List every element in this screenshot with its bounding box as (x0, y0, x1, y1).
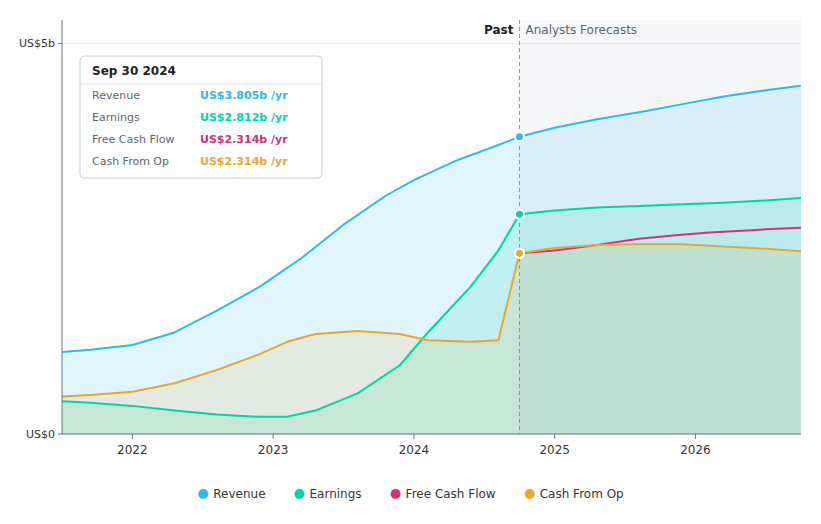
x-tick (554, 434, 555, 439)
y-tick-label: US$0 (26, 428, 55, 441)
tooltip-title: Sep 30 2024 (92, 64, 176, 78)
series-area (62, 86, 801, 434)
y-tick-label: US$5b (19, 37, 55, 50)
tooltip-row-value: US$3.805b /yr (200, 89, 288, 102)
tooltip-row-value: US$2.812b /yr (200, 111, 288, 124)
x-tick (132, 434, 133, 439)
legend: Revenue Earnings Free Cash Flow Cash From O… (198, 487, 623, 501)
tooltip: Sep 30 2024 Revenue US$3.805b /yr Earnings U… (80, 56, 322, 178)
legend-item: Cash From Op (525, 487, 624, 501)
x-tick (273, 434, 274, 439)
legend-item: Free Cash Flow (391, 487, 496, 501)
divider-point (515, 210, 524, 219)
x-axis-line (62, 434, 801, 435)
chart: 2022 2023 2024 2025 2026 US$0 US$5b Past Analyst… (0, 0, 821, 524)
tooltip-separator (80, 84, 322, 85)
x-tick-label: 2024 (399, 443, 430, 457)
tooltip-row-value: US$2.314b /yr (200, 155, 288, 168)
legend-swatch (198, 489, 208, 499)
legend-swatch (391, 489, 401, 499)
x-tick-label: 2022 (117, 443, 148, 457)
tooltip-row-label: Cash From Op (92, 155, 169, 168)
y-tick (58, 434, 62, 435)
grid-line (62, 43, 801, 44)
x-tick (695, 434, 696, 439)
tooltip-row-label: Free Cash Flow (92, 133, 175, 146)
y-axis-line (62, 20, 63, 434)
legend-label: Cash From Op (540, 487, 624, 501)
legend-label: Earnings (310, 487, 362, 501)
x-tick (413, 434, 414, 439)
divider-point (515, 249, 524, 258)
tooltip-row-value: US$2.314b /yr (200, 133, 288, 146)
tooltip-row-label: Revenue (92, 89, 140, 102)
x-tick-label: 2026 (680, 443, 711, 457)
y-tick (58, 43, 62, 44)
past-label: Past (484, 23, 514, 37)
legend-swatch (525, 489, 535, 499)
forecast-label: Analysts Forecasts (525, 23, 637, 37)
legend-item: Revenue (198, 487, 265, 501)
x-tick-label: 2023 (258, 443, 289, 457)
legend-label: Revenue (213, 487, 265, 501)
series-line (62, 198, 801, 417)
series-line (62, 244, 801, 396)
legend-swatch (295, 489, 305, 499)
legend-item: Earnings (295, 487, 362, 501)
series-area (62, 244, 801, 434)
grid-line (62, 434, 801, 435)
series-area (62, 198, 801, 434)
legend-label: Free Cash Flow (406, 487, 496, 501)
x-tick-label: 2025 (539, 443, 570, 457)
divider-line (519, 20, 520, 434)
divider-point (515, 132, 524, 141)
tooltip-row-label: Earnings (92, 111, 140, 124)
divider-point (515, 249, 524, 258)
tooltip-box (80, 56, 322, 178)
marks (62, 20, 801, 434)
